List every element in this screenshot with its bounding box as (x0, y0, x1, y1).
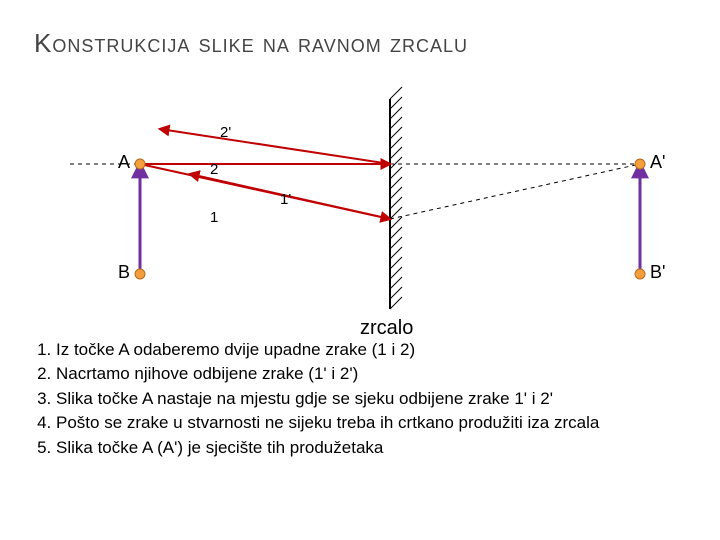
slide: Konstrukcija slike na ravnom zrcalu A B … (0, 0, 720, 540)
step-item: Pošto se zrake u stvarnosti ne sijeku tr… (56, 412, 690, 434)
diagram-svg (30, 69, 690, 329)
ray-label-1-prime: 1' (280, 191, 291, 208)
point-label-A: A (118, 152, 130, 173)
step-item: Iz točke A odaberemo dvije upadne zrake … (56, 339, 690, 361)
ray-label-2-prime: 2' (220, 124, 231, 141)
ray-label-1: 1 (210, 209, 218, 226)
steps-list: Iz točke A odaberemo dvije upadne zrake … (30, 339, 690, 459)
slide-title: Konstrukcija slike na ravnom zrcalu (34, 28, 690, 59)
step-item: Nacrtamo njihove odbijene zrake (1' i 2'… (56, 363, 690, 385)
step-item: Slika točke A nastaje na mjestu gdje se … (56, 388, 690, 410)
point-label-B-prime: B' (650, 262, 665, 283)
point-label-B: B (118, 262, 130, 283)
step-item: Slika točke A (A') je sjecište tih produ… (56, 437, 690, 459)
ray-label-2: 2 (210, 161, 218, 178)
mirror-diagram: A B A' B' 1 1' 2 2' zrcalo (30, 69, 690, 329)
mirror-label: zrcalo (360, 317, 413, 340)
point-label-A-prime: A' (650, 152, 665, 173)
